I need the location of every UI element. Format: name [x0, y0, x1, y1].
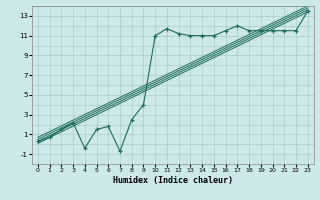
X-axis label: Humidex (Indice chaleur): Humidex (Indice chaleur)	[113, 176, 233, 185]
